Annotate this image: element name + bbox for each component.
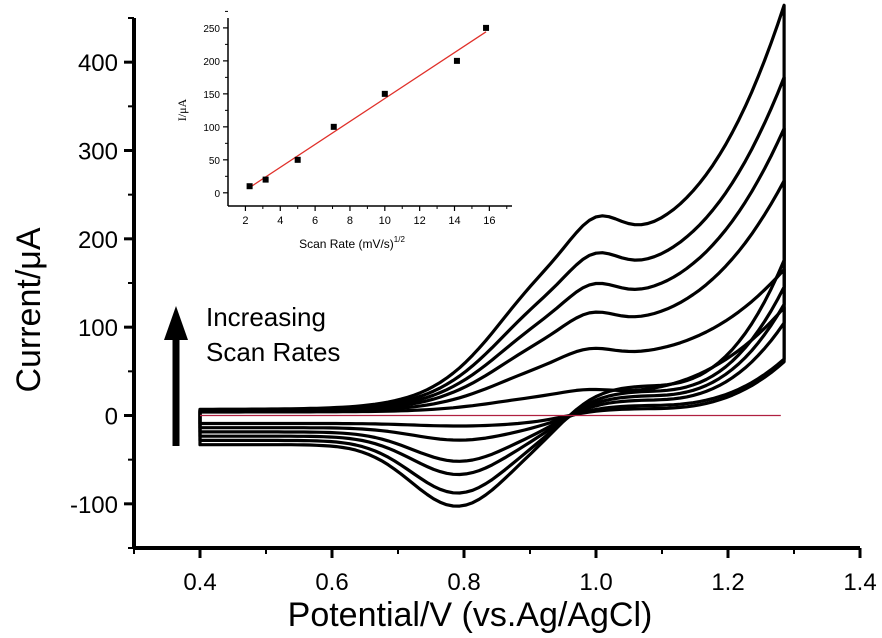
inset-y-axis-label: I/μA [175,98,189,121]
inset-x-tick-label-5: 12 [414,215,426,227]
inset-x-tick-label-6: 14 [448,215,460,227]
x-axis-label: Potential/V (vs.Ag/AgCl) [288,596,653,634]
inset-x-tick-label-1: 4 [277,215,283,227]
cv-curve-2 [198,267,786,442]
inset-x-axis-label: Scan Rate (mV/s)1/2 [299,235,405,251]
inset-axes [223,10,512,211]
main-y-tick-label-4: 300 [78,139,118,166]
inset-background [198,16,516,208]
cv-curve-5 [198,75,786,495]
cv-curve-4 [198,126,786,477]
inset-data-point-4 [330,123,337,130]
inset-y-tick-label-2: 100 [203,123,220,134]
inset-data-point-1 [246,183,253,190]
main-y-tick-labels: -100 0 100 200 300 400 [70,50,118,519]
increasing-arrow-head [164,306,188,340]
main-x-tick-label-1: 0.6 [315,569,348,596]
inset-plot: 2 4 6 8 10 12 14 16 0 50 100 150 200 250 Scan Rate (… [175,10,516,251]
inset-x-tick-label-3: 8 [347,215,353,227]
inset-x-tick-label-0: 2 [242,215,248,227]
inset-y-tick-label-1: 50 [209,156,221,167]
cv-curve-3 [198,179,786,463]
main-x-tick-label-0: 0.4 [183,569,216,596]
inset-y-tick-label-5: 250 [203,24,220,35]
main-y-tick-label-3: 200 [78,227,118,254]
cv-curve-6 [198,3,786,508]
main-x-tick-label-5: 1.4 [843,569,876,596]
inset-x-tick-label-2: 6 [312,215,318,227]
main-axes [124,17,862,558]
voltammogram-curves [198,3,786,508]
inset-x-axis-label-superscript: 1/2 [394,235,406,244]
inset-fit-line [249,31,487,189]
inset-data-point-2 [262,176,269,183]
inset-x-tick-labels: 2 4 6 8 10 12 14 16 [242,215,495,227]
inset-y-tick-label-0: 0 [214,189,220,200]
inset-y-tick-labels: 0 50 100 150 200 250 [203,24,220,200]
cv-curve-1 [198,306,786,428]
inset-data-points [246,24,490,190]
main-x-tick-label-4: 1.2 [711,569,744,596]
scan-rate-annotation: Increasing Scan Rates [164,302,340,446]
inset-data-point-6 [453,57,460,64]
y-axis-label: Current/μA [10,227,48,392]
inset-y-tick-label-4: 200 [203,57,220,68]
annotation-line-1: Increasing [206,302,326,332]
inset-data-point-3 [294,156,301,163]
annotation-line-2: Scan Rates [206,337,340,367]
inset-x-tick-label-4: 10 [379,215,391,227]
inset-y-tick-label-3: 150 [203,90,220,101]
inset-data-point-7 [483,24,490,31]
inset-x-tick-label-7: 16 [483,215,495,227]
inset-x-axis-label-main: Scan Rate (mV/s) [299,237,394,251]
main-x-tick-label-3: 1.0 [579,569,612,596]
main-y-tick-label-5: 400 [78,50,118,77]
main-x-tick-label-2: 0.8 [447,569,480,596]
main-y-tick-label-2: 100 [78,315,118,342]
main-y-tick-label-0: -100 [70,492,118,519]
main-x-tick-labels: 0.4 0.6 0.8 1.0 1.2 1.4 [183,569,876,596]
inset-data-point-5 [381,90,388,97]
main-y-tick-label-1: 0 [105,404,118,431]
